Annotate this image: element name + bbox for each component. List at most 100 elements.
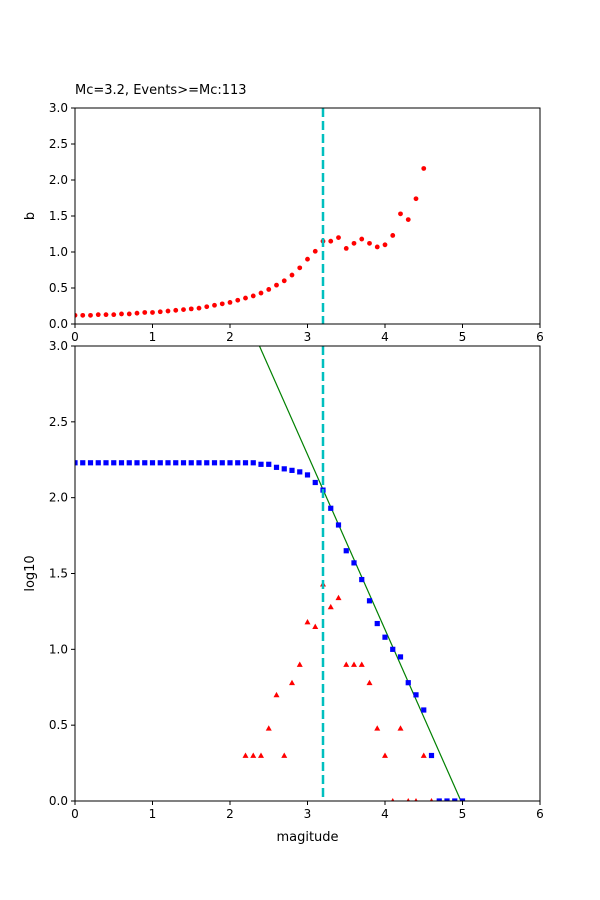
data-point [413, 692, 419, 698]
x-tick-label: 2 [226, 807, 234, 821]
data-point [436, 798, 442, 801]
data-point [149, 460, 156, 466]
data-point [336, 235, 341, 241]
data-point [391, 798, 395, 801]
y-tick-label: 0.0 [49, 794, 68, 808]
frequency-magnitude-panel: 0 1 2 3 4 5 6 0.0 0.5 1.0 1.5 2.0 2.5 3.0 magitude lo… [23, 339, 544, 845]
y-tick-label: 2.0 [49, 173, 68, 187]
data-point [188, 306, 194, 312]
data-point [103, 460, 109, 466]
data-point [420, 752, 427, 758]
x-tick-label: 5 [459, 807, 467, 821]
data-point [390, 233, 396, 238]
data-point [111, 312, 117, 318]
y-tick-label: 1.0 [49, 245, 68, 259]
data-point [382, 752, 388, 758]
data-point [150, 310, 155, 315]
axis-ticks: 0 1 2 3 4 5 6 0.0 0.5 1.0 1.5 2.0 2.5 3.0 [49, 339, 544, 821]
data-point [273, 691, 280, 698]
data-point [165, 308, 171, 314]
data-point [142, 310, 148, 315]
y-axis-label: log10 [23, 555, 38, 591]
data-point [95, 312, 101, 318]
data-point [351, 240, 357, 246]
y-axis-label: b [23, 212, 38, 220]
data-point [304, 472, 311, 478]
data-point [351, 661, 357, 667]
x-tick-label: 6 [536, 330, 544, 344]
data-point [312, 479, 318, 486]
data-point [382, 242, 388, 248]
data-point [428, 752, 435, 759]
data-point [258, 290, 264, 296]
data-point [297, 265, 303, 271]
data-point [281, 278, 287, 284]
b-value-panel: Mc=3.2, Events>=Mc:113 0 1 2 3 4 5 6 0.0 0.5 1.0 1… [23, 83, 544, 344]
data-point [88, 312, 93, 318]
data-point [421, 166, 427, 171]
data-point [250, 460, 256, 466]
data-point [165, 460, 171, 466]
data-point [181, 307, 186, 312]
data-point [289, 679, 295, 686]
x-axis-label: magitude [276, 830, 338, 845]
x-tick-label: 5 [459, 330, 467, 344]
data-point [312, 248, 318, 254]
data-point [297, 469, 303, 475]
data-point [126, 311, 132, 317]
data-point [227, 300, 233, 305]
x-tick-label: 1 [149, 330, 157, 344]
data-point [173, 460, 179, 466]
x-tick-label: 1 [149, 807, 157, 821]
data-point [289, 272, 295, 278]
y-tick-label: 1.5 [49, 567, 68, 581]
y-tick-label: 0.5 [49, 718, 68, 732]
data-point [335, 522, 342, 528]
data-point [157, 460, 163, 466]
data-point [266, 287, 272, 292]
data-point [343, 548, 349, 554]
plot-frame [74, 345, 541, 802]
data-point [374, 244, 380, 250]
data-point [273, 464, 280, 470]
data-point [227, 460, 233, 466]
data-point [119, 311, 124, 317]
data-point [327, 603, 334, 610]
data-point [250, 752, 257, 758]
data-point [366, 598, 373, 604]
x-tick-label: 4 [381, 330, 389, 344]
x-tick-label: 6 [536, 807, 544, 821]
data-point [103, 312, 109, 318]
data-point [211, 460, 218, 466]
data-point [358, 661, 365, 667]
data-point [212, 302, 217, 308]
x-tick-label: 0 [71, 330, 79, 344]
data-point [444, 798, 450, 801]
data-point [351, 560, 357, 566]
data-point [374, 725, 381, 731]
data-point [406, 798, 410, 801]
data-point [304, 619, 311, 625]
fit-line [258, 346, 462, 801]
y-tick-label: 1.0 [49, 642, 68, 656]
chart-title: Mc=3.2, Events>=Mc:113 [75, 83, 247, 98]
data-point [343, 661, 350, 667]
data-point [250, 293, 256, 299]
data-point [414, 798, 418, 801]
data-point [359, 576, 365, 583]
data-point [459, 798, 466, 801]
frequency-magnitude-marks [75, 346, 466, 801]
data-point [397, 725, 404, 731]
data-point [242, 460, 249, 466]
data-point [281, 752, 288, 758]
data-point [180, 460, 187, 466]
data-point [243, 295, 248, 301]
y-tick-label: 1.5 [49, 209, 68, 223]
y-tick-label: 2.5 [49, 415, 68, 429]
x-tick-label: 3 [304, 807, 312, 821]
data-point [328, 238, 334, 244]
data-point [405, 217, 411, 223]
data-point [219, 301, 225, 307]
x-tick-label: 2 [226, 330, 234, 344]
data-point [235, 297, 241, 303]
